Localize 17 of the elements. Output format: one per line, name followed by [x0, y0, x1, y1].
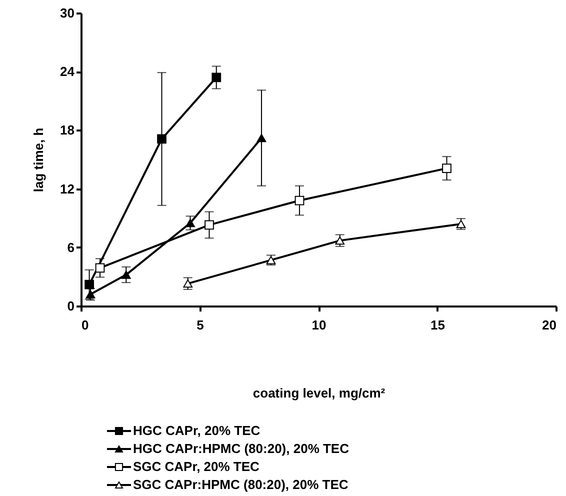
y-axis-title: lag time, h — [31, 128, 46, 192]
y-tick-label: 30 — [60, 6, 74, 20]
x-axis-title: coating level, mg/cm² — [252, 386, 386, 400]
x-tick-label: 20 — [542, 318, 556, 332]
x-tick-label: 0 — [82, 318, 89, 332]
y-tick-label: 6 — [67, 240, 74, 255]
legend-label: SGC CAPr, 20% TEC — [133, 459, 260, 474]
y-tick-label: 24 — [60, 64, 76, 80]
y-tick-label: 18 — [60, 122, 74, 138]
x-tick-label: 5 — [196, 318, 204, 332]
y-tick-label: 12 — [60, 181, 74, 196]
legend-label: HGC CAPr:HPMC (80:20), 20% TEC — [133, 441, 350, 456]
x-tick-label: 10 — [312, 318, 326, 332]
legend-label: HGC CAPr, 20% TEC — [133, 423, 261, 438]
x-tick-label: 15 — [430, 318, 445, 332]
y-tick-label: 0 — [67, 298, 74, 314]
legend-label: SGC CAPr:HPMC (80:20), 20% TEC — [133, 477, 349, 492]
